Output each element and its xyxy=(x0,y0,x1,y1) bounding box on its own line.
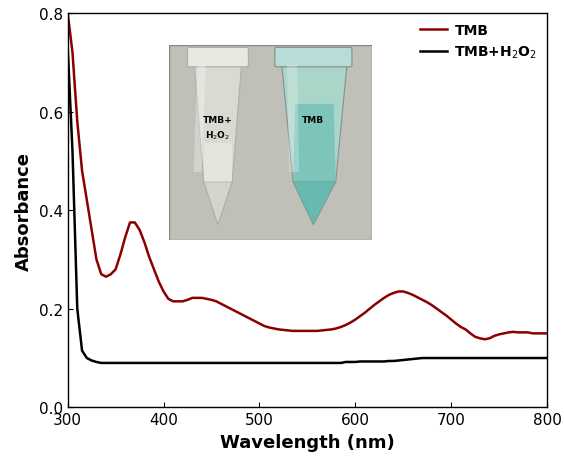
TMB xyxy=(285,328,292,333)
TMB xyxy=(64,11,71,17)
Text: TMB+: TMB+ xyxy=(203,116,233,125)
TMB+H$_2$O$_2$ xyxy=(103,360,109,366)
TMB xyxy=(424,300,431,306)
Legend: TMB, TMB+H$_2$O$_2$: TMB, TMB+H$_2$O$_2$ xyxy=(414,18,543,66)
TMB xyxy=(544,331,550,337)
FancyBboxPatch shape xyxy=(187,48,248,68)
TMB+H$_2$O$_2$ xyxy=(429,356,435,361)
Y-axis label: Absorbance: Absorbance xyxy=(15,151,33,270)
TMB+H$_2$O$_2$ xyxy=(98,360,105,366)
Text: TMB: TMB xyxy=(302,116,324,125)
TMB+H$_2$O$_2$ xyxy=(290,360,297,366)
Polygon shape xyxy=(287,66,299,173)
TMB+H$_2$O$_2$ xyxy=(189,360,196,366)
TMB+H$_2$O$_2$ xyxy=(64,45,71,51)
X-axis label: Wavelength (nm): Wavelength (nm) xyxy=(220,433,395,451)
Polygon shape xyxy=(293,105,336,182)
Polygon shape xyxy=(281,56,348,182)
Polygon shape xyxy=(193,66,206,173)
Polygon shape xyxy=(193,56,243,182)
FancyBboxPatch shape xyxy=(275,48,352,68)
Polygon shape xyxy=(293,182,336,225)
Line: TMB: TMB xyxy=(68,14,547,339)
TMB xyxy=(400,289,407,294)
TMB xyxy=(184,297,191,303)
TMB+H$_2$O$_2$ xyxy=(357,359,364,364)
TMB+H$_2$O$_2$ xyxy=(544,356,550,361)
Polygon shape xyxy=(204,144,232,182)
TMB xyxy=(352,317,359,323)
Polygon shape xyxy=(204,182,232,225)
Polygon shape xyxy=(293,182,336,225)
TMB+H$_2$O$_2$ xyxy=(405,357,412,363)
TMB xyxy=(482,337,488,342)
Text: H$_2$O$_2$: H$_2$O$_2$ xyxy=(205,130,231,142)
FancyBboxPatch shape xyxy=(169,46,372,241)
Line: TMB+H$_2$O$_2$: TMB+H$_2$O$_2$ xyxy=(68,48,547,363)
TMB xyxy=(98,272,105,277)
